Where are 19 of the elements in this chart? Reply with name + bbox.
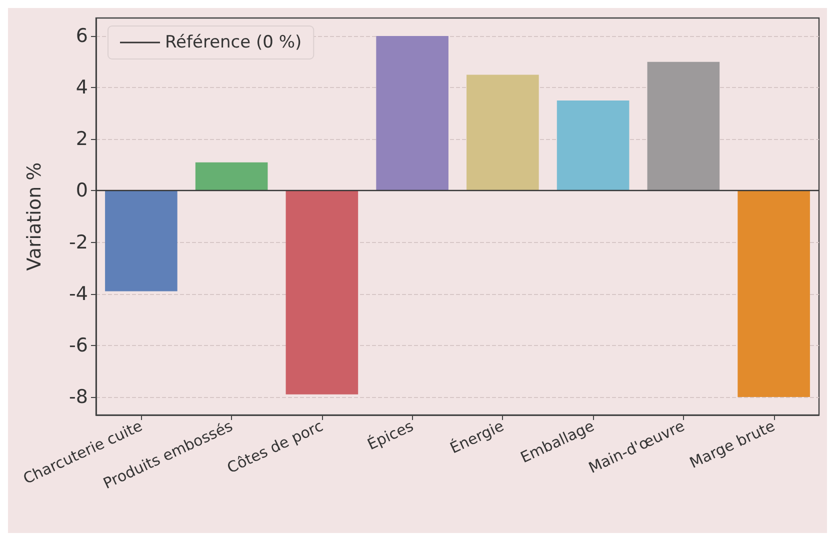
bar xyxy=(195,162,268,191)
y-tick-label: -8 xyxy=(69,386,88,408)
bar xyxy=(105,190,178,292)
y-tick-label: 0 xyxy=(76,180,88,202)
bar xyxy=(286,190,358,394)
y-tick-label: 6 xyxy=(76,25,88,48)
y-tick-label: 2 xyxy=(76,128,88,150)
y-tick-label: -6 xyxy=(69,334,88,356)
y-tick-label: -2 xyxy=(69,231,88,254)
bar xyxy=(647,62,720,191)
bar xyxy=(376,36,448,191)
y-tick-label: -4 xyxy=(69,282,88,305)
bar xyxy=(466,74,539,191)
x-tick-label: Marge brute xyxy=(686,416,778,472)
y-tick-label: 4 xyxy=(76,76,88,99)
bar xyxy=(556,100,630,191)
y-axis-title: Variation % xyxy=(24,162,46,271)
legend-label: Référence (0 %) xyxy=(165,32,302,52)
bar xyxy=(738,190,810,397)
